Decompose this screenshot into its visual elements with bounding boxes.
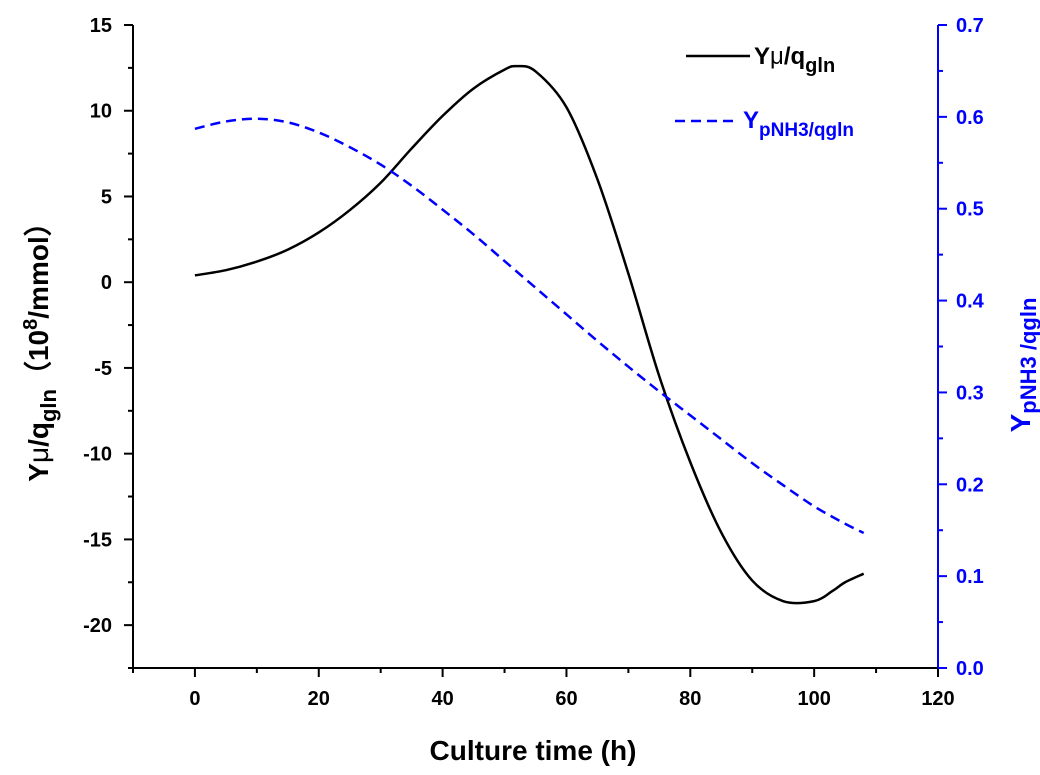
right-axis-title-part: pNH3 /qgln [1016,298,1040,414]
left-axis-title-part: 8 [20,319,42,330]
left-y-tick-label: 0 [101,272,112,294]
left-axis-title-part: Y [23,463,54,482]
legend-label-part: pNH3/qgln [759,120,854,141]
right-y-tick-label: 0.6 [956,107,984,129]
left-y-tick-label: -10 [83,444,112,466]
x-tick-label: 60 [555,688,577,710]
left-y-tick-label: -15 [83,529,112,551]
right-y-tick-label: 0.4 [956,291,985,313]
legend-label-part: gln [805,55,835,77]
left-axis-title-part: μ [23,447,54,463]
legend-label-yield-mu: Yμ/qgln [754,43,835,77]
series-yield-mu-line [194,64,865,605]
left-axis-title-part: （10 [22,330,54,389]
legend-label-yield-nh3: YpNH3/qgln [743,107,854,141]
legend-label-part: Y [754,43,770,70]
right-y-tick-label: 0.0 [956,658,984,680]
x-tick-label: 120 [921,688,954,710]
left-y-tick-label: 5 [101,186,112,208]
right-y-tick-label: 0.7 [956,15,984,37]
left-axis-title-part: /mmol） [22,208,54,318]
right-y-tick-label: 0.2 [956,474,984,496]
right-axis-title-part: Y [1005,413,1036,432]
curves [194,64,865,605]
x-tick-label: 0 [189,688,200,710]
left-y-tick-label: 10 [90,101,112,123]
right-y-tick-label: 0.1 [956,566,984,588]
left-axis-title-part: gln [36,389,61,422]
x-axis-title: Culture time (h) [430,735,637,766]
x-tick-label: 40 [431,688,453,710]
left-axis-title: Yμ/qgln（108/mmol） [20,208,61,481]
x-tick-label: 80 [679,688,701,710]
x-tick-label: 20 [308,688,330,710]
left-axis-title-part: /q [23,422,54,447]
left-y-tick-label: -20 [83,615,112,637]
legend-label-part: μ [770,43,784,70]
left-y-tick-label: -5 [94,358,112,380]
x-tick-label: 100 [797,688,830,710]
series-yield-nh3-line [194,117,865,535]
right-axis-title: YpNH3 /qgln [1005,298,1040,433]
legend-label-part: /q [784,43,805,70]
right-y-tick-label: 0.3 [956,382,984,404]
axes: 0 20 40 60 80 100 120 15 10 5 0 -5 -10 -15 -20 0.0 0.1 0.… [83,15,985,710]
left-y-tick-label: 15 [90,15,112,37]
right-y-tick-label: 0.5 [956,199,984,221]
legend-label-part: Y [743,107,759,134]
